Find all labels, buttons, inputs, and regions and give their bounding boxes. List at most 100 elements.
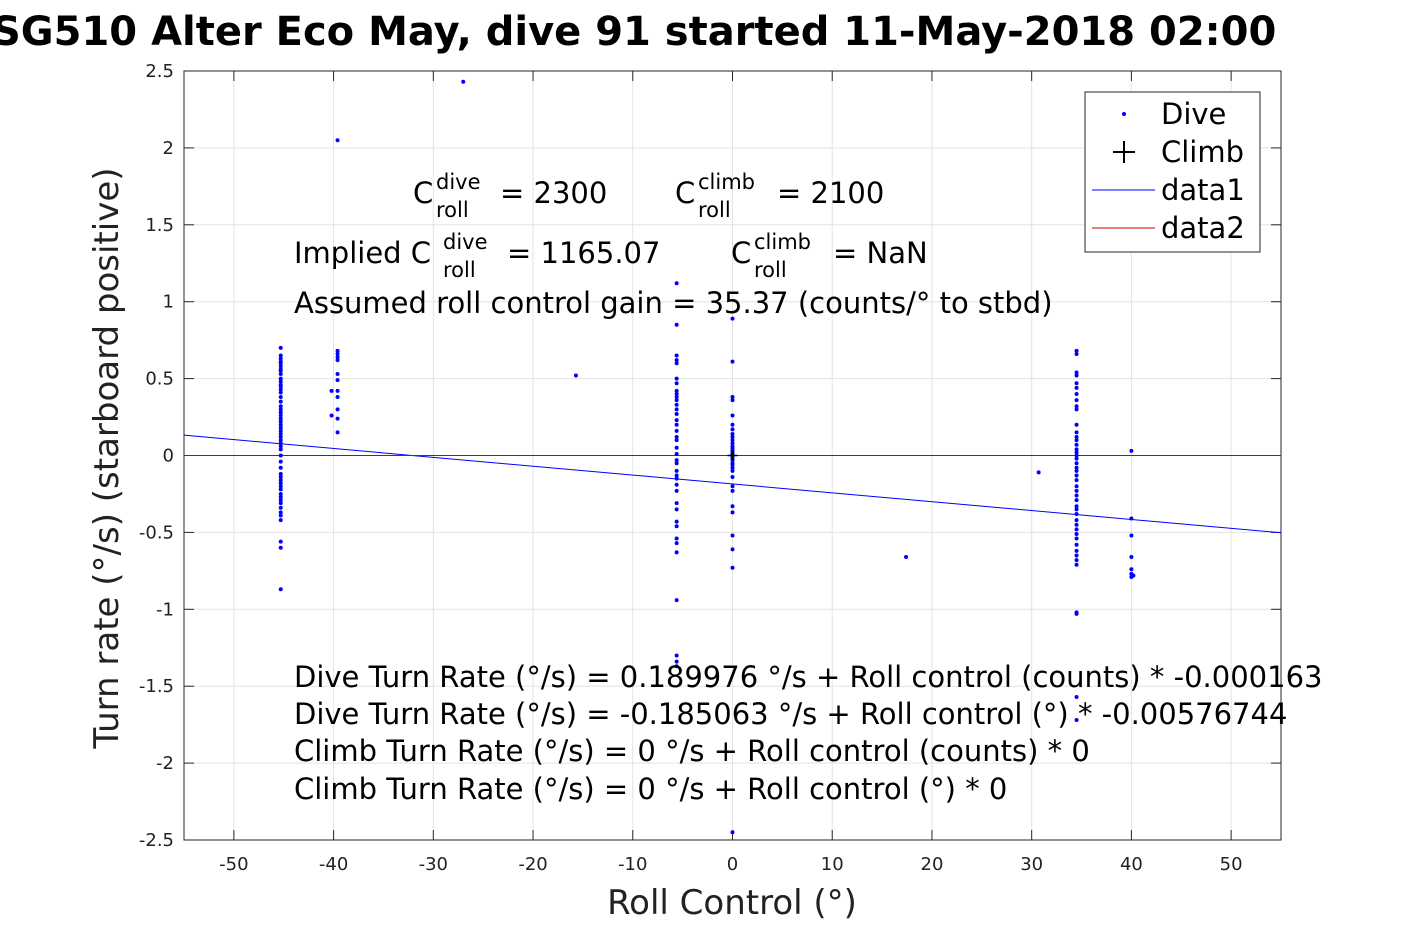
dive-point [1074, 511, 1079, 516]
dive-point [278, 404, 283, 409]
dive-point [1074, 391, 1079, 396]
axis-ticks: -50 -40 -30 -20 -10 0 10 20 30 40 50-2.5-2-1.5-1-0… [139, 61, 1281, 875]
dive-point [1074, 461, 1079, 466]
dive-point [335, 388, 340, 393]
svg-text:C: C [413, 176, 433, 210]
dive-point [278, 484, 283, 489]
dive-point [1074, 488, 1079, 493]
x-tick-label: 30 [1020, 854, 1043, 875]
y-tick-label: -2 [156, 753, 174, 774]
x-tick-label: 10 [821, 854, 844, 875]
dive-point [674, 476, 679, 481]
dive-point [335, 348, 340, 353]
dive-point [335, 358, 340, 363]
chart-title: SG510 Alter Eco May, dive 91 started 11-… [0, 9, 1276, 55]
dive-point [1129, 555, 1134, 560]
x-tick-label: -50 [219, 854, 248, 875]
c-roll-climb-prefix: C [675, 176, 695, 210]
dive-point [1074, 558, 1079, 563]
dive-point [278, 505, 283, 510]
dive-point [278, 459, 283, 464]
dive-point [730, 533, 735, 538]
dive-point [674, 407, 679, 412]
dive-point [674, 322, 679, 327]
dive-point [674, 418, 679, 423]
legend-dive-label: Dive [1161, 97, 1226, 131]
implied-dive-annotation: Implied C dive roll = 1165.07 [294, 230, 660, 282]
dive-point [335, 138, 340, 143]
dive-point [1074, 493, 1079, 498]
legend: Dive Climb data1 data2 [1084, 91, 1261, 253]
dive-point [1074, 348, 1079, 353]
dive-point [674, 519, 679, 524]
dive-point [278, 444, 283, 449]
dive-point [1074, 484, 1079, 489]
dive-point [278, 364, 283, 369]
dive-point [1036, 470, 1041, 475]
dive-point [1074, 531, 1079, 536]
y-tick-label: -1.5 [139, 676, 174, 697]
c-roll-dive-annotation: C dive roll = 2300 [413, 170, 607, 222]
fit-text-2: Dive Turn Rate (°/s) = -0.185063 °/s + R… [294, 697, 1287, 731]
roll-gain-annotation: Assumed roll control gain = 35.37 (count… [294, 286, 1053, 320]
dive-point [1074, 381, 1079, 386]
dive-point [730, 504, 735, 509]
dive-point [1074, 456, 1079, 461]
dive-point [674, 395, 679, 400]
dive-point [278, 395, 283, 400]
c-roll-climb-sup: climb [698, 170, 755, 194]
dive-point [674, 536, 679, 541]
dive-point [730, 431, 735, 436]
dive-point [278, 435, 283, 440]
dive-point [278, 495, 283, 500]
dive-point [674, 458, 679, 463]
dive-point [674, 488, 679, 493]
dive-point [674, 550, 679, 555]
dive-point [278, 376, 283, 381]
legend-climb-marker [1113, 141, 1135, 163]
legend-climb-label: Climb [1161, 135, 1244, 169]
dive-point [674, 411, 679, 416]
c-roll-climb-annotation: C climb roll = 2100 [675, 170, 884, 222]
dive-point [278, 438, 283, 443]
dive-point [278, 353, 283, 358]
dive-point [674, 501, 679, 506]
dive-point [674, 653, 679, 658]
dive-point [335, 407, 340, 412]
fit-text-1: Dive Turn Rate (°/s) = 0.189976 °/s + Ro… [294, 660, 1322, 694]
y-tick-label: 2.5 [145, 61, 174, 82]
dive-point [278, 419, 283, 424]
dive-point [1074, 450, 1079, 455]
dive-point [674, 376, 679, 381]
y-tick-label: -2.5 [139, 830, 174, 851]
dive-point [278, 498, 283, 503]
dive-point [730, 359, 735, 364]
c-roll-climb-value: = 2100 [777, 176, 884, 210]
c-roll-dive-sup: dive [436, 170, 481, 194]
dive-point [1074, 542, 1079, 547]
dive-point [278, 513, 283, 518]
dive-point [730, 427, 735, 432]
fit-text-4: Climb Turn Rate (°/s) = 0 °/s + Roll con… [294, 772, 1007, 806]
dive-point [335, 430, 340, 435]
dive-point [674, 398, 679, 403]
dive-point [1074, 453, 1079, 458]
dive-point [730, 316, 735, 321]
dive-point [1074, 465, 1079, 470]
c-roll-dive-prefix: C [413, 176, 433, 210]
dive-point [674, 468, 679, 473]
dive-point [674, 445, 679, 450]
dive-point [278, 475, 283, 480]
scatter-points [278, 79, 1136, 835]
implied-dive-prefix: Implied C [294, 236, 431, 270]
dive-point [674, 473, 679, 478]
dive-point [278, 481, 283, 486]
dive-point [329, 388, 334, 393]
dive-point [329, 413, 334, 418]
dive-point [1074, 385, 1079, 390]
dive-point [335, 416, 340, 421]
implied-dive-sup: dive [443, 230, 488, 254]
dive-point [278, 471, 283, 476]
dive-point [674, 391, 679, 396]
